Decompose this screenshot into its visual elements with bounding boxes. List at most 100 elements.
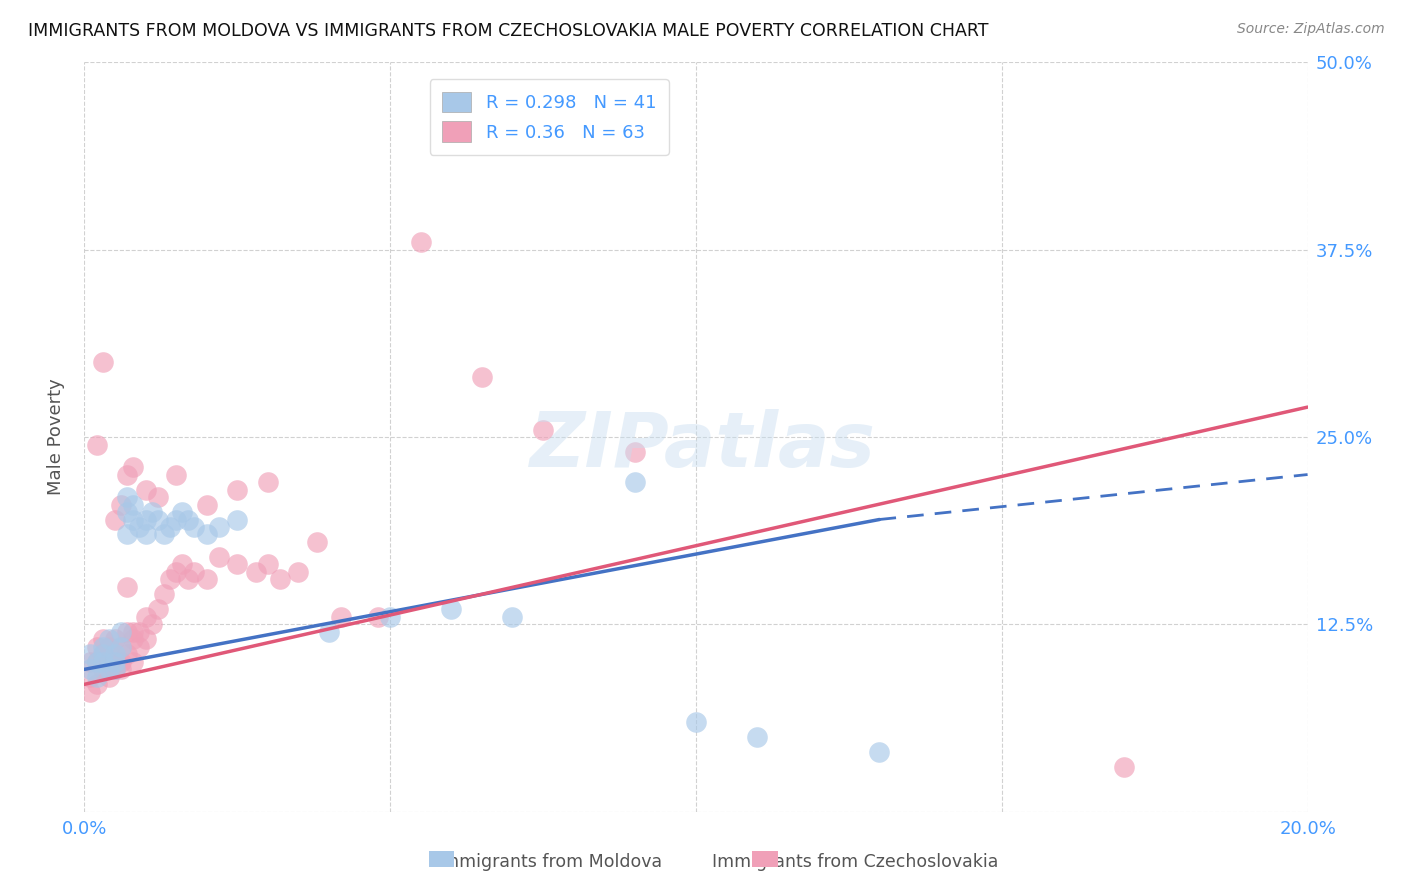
Point [305,535,328,549]
Point [115,624,138,639]
Point [440,602,463,616]
Point [86,670,108,684]
Point [226,483,249,497]
Text: Immigrants from Czechoslovakia: Immigrants from Czechoslovakia [711,853,998,871]
Point [110,662,132,676]
Point [257,475,280,489]
Point [115,505,138,519]
Text: IMMIGRANTS FROM MOLDOVA VS IMMIGRANTS FROM CZECHOSLOVAKIA MALE POVERTY CORRELATI: IMMIGRANTS FROM MOLDOVA VS IMMIGRANTS FR… [28,22,988,40]
Point [79,648,101,662]
Point [91,632,114,647]
Point [269,573,291,587]
Point [183,565,205,579]
Point [141,617,163,632]
Point [79,662,101,676]
Point [79,670,101,684]
Point [122,632,145,647]
Point [110,655,132,669]
Point [471,370,494,384]
Point [115,580,138,594]
Point [257,558,280,572]
Point [208,520,231,534]
Point [318,624,340,639]
Point [135,632,157,647]
Text: Source: ZipAtlas.com: Source: ZipAtlas.com [1237,22,1385,37]
Point [146,602,169,616]
Point [110,498,132,512]
Point [104,655,127,669]
Text: ZIPatlas: ZIPatlas [530,409,876,483]
Point [135,512,157,526]
Point [330,610,353,624]
Point [79,685,101,699]
Point [159,573,181,587]
Point [110,640,132,654]
Point [869,745,891,759]
Point [115,648,138,662]
Point [97,670,120,684]
Point [172,558,194,572]
Text: Immigrants from Moldova: Immigrants from Moldova [437,853,662,871]
Point [135,483,157,497]
Point [122,498,145,512]
Point [195,527,218,541]
Point [97,655,120,669]
Point [115,527,138,541]
Point [128,520,150,534]
Point [409,235,432,250]
Point [165,565,187,579]
Point [153,527,176,541]
Point [122,624,145,639]
Legend: R = 0.298   N = 41, R = 0.36   N = 63: R = 0.298 N = 41, R = 0.36 N = 63 [430,79,669,155]
Point [747,730,769,744]
Point [86,437,108,451]
Point [153,587,176,601]
Point [110,640,132,654]
Point [97,632,120,647]
Point [367,610,389,624]
Point [226,512,249,526]
Point [141,505,163,519]
Point [165,512,187,526]
Point [91,648,114,662]
Point [208,549,231,564]
Point [86,677,108,691]
Point [1114,760,1136,774]
Point [104,648,127,662]
Point [122,512,145,526]
Point [91,655,114,669]
Point [135,610,157,624]
Point [91,640,114,654]
Point [159,520,181,534]
Point [115,467,138,482]
Point [115,490,138,504]
Point [146,490,169,504]
Point [104,632,127,647]
Point [128,624,150,639]
Point [287,565,309,579]
Point [91,662,114,676]
Point [104,662,127,676]
Point [146,512,169,526]
Point [135,527,157,541]
Point [624,445,647,459]
Point [79,655,101,669]
Point [104,662,127,676]
Y-axis label: Male Poverty: Male Poverty [46,379,65,495]
Point [97,640,120,654]
Point [172,505,194,519]
Point [183,520,205,534]
Point [195,573,218,587]
Point [685,714,707,729]
Point [110,624,132,639]
Point [502,610,524,624]
Point [128,640,150,654]
Point [122,655,145,669]
Point [245,565,267,579]
Point [177,512,200,526]
Point [86,640,108,654]
Point [165,467,187,482]
Point [86,655,108,669]
Point [122,460,145,475]
Point [177,573,200,587]
